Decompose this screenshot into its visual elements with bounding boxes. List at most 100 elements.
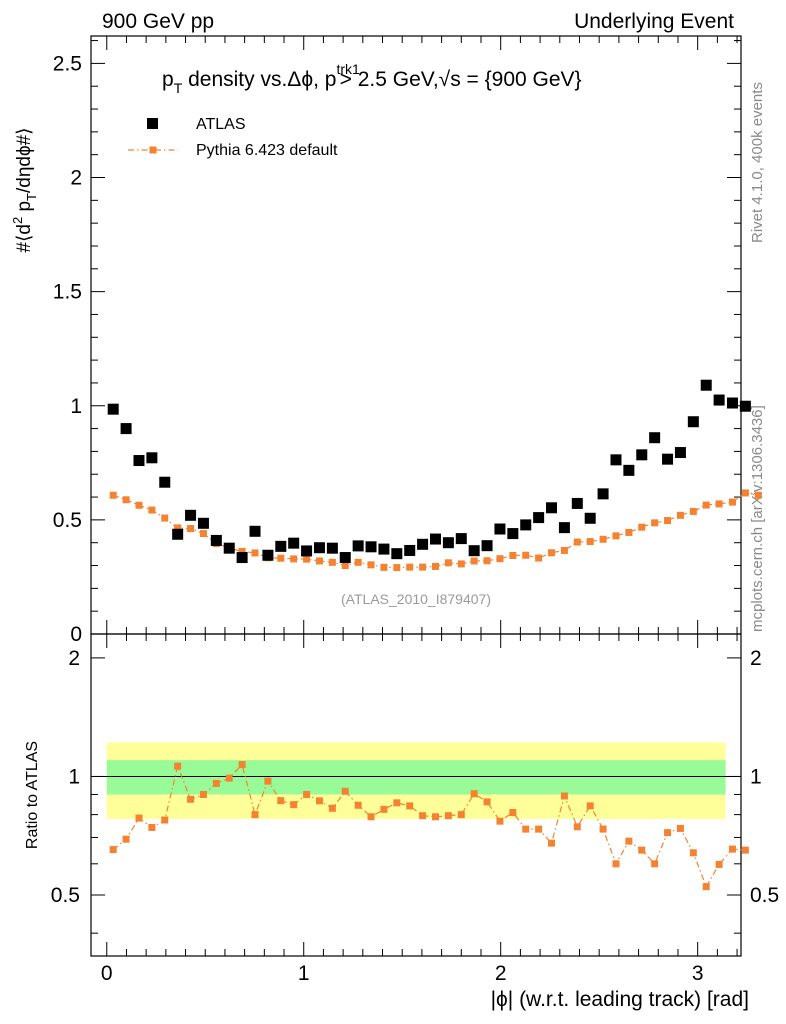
y-axis-label-main: #⟨d2 pT/dηdϕ#⟩ [10, 127, 39, 252]
atlas-point [726, 397, 738, 409]
y-tick-label-ratio-right: 2 [750, 647, 762, 670]
plot-title: pT density vs.Δϕ, ptrk1 > 2.5 GeV,√s = {… [162, 61, 582, 96]
axis-ticks [91, 36, 741, 956]
ratio-point [187, 795, 195, 803]
atlas-point [494, 523, 506, 535]
pythia-point [341, 562, 349, 570]
ratio-point [676, 824, 684, 832]
atlas-point [275, 540, 287, 552]
atlas-point [185, 509, 197, 521]
x-tick-label: 3 [692, 962, 704, 985]
x-tick-label: 2 [495, 962, 507, 985]
atlas-point [326, 542, 338, 554]
atlas-point [442, 537, 454, 549]
ylabel-part-3: T [24, 193, 39, 201]
pythia-point [161, 514, 169, 522]
pythia-point [548, 549, 556, 557]
pythia-point [483, 557, 491, 565]
ratio-point [328, 804, 336, 812]
ratio-point [406, 802, 414, 810]
y-tick-label-ratio-right: 0.5 [750, 884, 779, 907]
legend: ATLAS Pythia 6.423 default [128, 116, 338, 159]
ratio-point [367, 813, 375, 821]
atlas-point [352, 540, 364, 552]
ratio-point [715, 860, 723, 868]
ratio-point [341, 787, 349, 795]
ratio-point [354, 801, 362, 809]
atlas-point [249, 525, 261, 537]
atlas-point [481, 540, 493, 552]
pythia-point [148, 506, 156, 514]
pythia-point [290, 555, 298, 563]
ratio-band-inner [106, 760, 726, 795]
pythia-point [689, 507, 697, 515]
atlas-point [623, 464, 635, 476]
atlas-point [700, 379, 712, 391]
ratio-point [161, 816, 169, 824]
ratio-point [290, 801, 298, 809]
atlas-point [365, 541, 377, 553]
atlas-point [378, 543, 390, 555]
atlas-point [159, 476, 171, 488]
pythia-point [109, 491, 117, 499]
atlas-point [636, 449, 648, 461]
ratio-point [664, 829, 672, 837]
title-sup-trk1: trk1 [336, 61, 360, 77]
atlas-point [649, 432, 661, 444]
pythia-point [187, 525, 195, 533]
ratio-point [212, 779, 220, 787]
ratio-point [560, 792, 568, 800]
pythia-point [612, 532, 620, 540]
pythia-point [251, 549, 259, 557]
pythia-point [560, 546, 568, 554]
pythia-point [741, 489, 749, 497]
ratio-point [741, 846, 749, 854]
ratio-point [444, 812, 452, 820]
ratio-point [483, 798, 491, 806]
pythia-point [522, 551, 530, 559]
pythia-point [432, 562, 439, 570]
ratio-point [419, 812, 427, 820]
pythia-point [651, 519, 659, 527]
atlas-point [674, 447, 686, 459]
pythia-point [702, 501, 710, 509]
ratio-series [109, 761, 749, 891]
ratio-point [638, 846, 646, 854]
ratio-point [573, 823, 581, 831]
pythia-point [586, 538, 594, 546]
atlas-point [455, 533, 467, 545]
atlas-point [546, 502, 558, 514]
tick-labels: 0 1 2 3 0 0.5 1 1.5 2 2.5 0.5 0.5 1 1 2 2 [51, 52, 779, 985]
pythia-point [509, 551, 517, 559]
ratio-point [651, 860, 659, 868]
atlas-point [313, 542, 325, 554]
y-tick-label-main: 0.5 [53, 509, 82, 532]
atlas-point [120, 423, 132, 435]
ratio-point [380, 805, 388, 813]
x-axis-label: |ϕ| (w.r.t. leading track) [rad] [491, 988, 749, 1011]
ylabel-part-4: /dηdϕ#⟩ [14, 127, 35, 193]
atlas-point [172, 528, 184, 540]
ratio-point [535, 825, 543, 833]
ratio-point [109, 846, 117, 854]
ratio-point [689, 849, 697, 857]
pythia-point [444, 559, 452, 567]
atlas-point [197, 517, 209, 529]
x-tick-label: 1 [298, 962, 310, 985]
ratio-point [432, 813, 439, 821]
pythia-point [122, 496, 130, 504]
y-tick-label-main: 2.5 [53, 52, 82, 75]
atlas-point [133, 455, 145, 467]
y-tick-label-main: 0 [70, 623, 82, 646]
y-tick-label-main: 1.5 [53, 281, 82, 304]
pythia-point [470, 557, 478, 565]
pythia-point [715, 500, 723, 508]
legend-pythia-marker [149, 146, 157, 154]
ratio-point [238, 761, 246, 769]
ratio-point [470, 790, 478, 798]
ylabel-part-2: p [14, 201, 35, 217]
ratio-point [586, 802, 594, 810]
atlas-point [507, 528, 519, 540]
pythia-point [664, 517, 672, 525]
header-left: 900 GeV pp [102, 10, 214, 33]
